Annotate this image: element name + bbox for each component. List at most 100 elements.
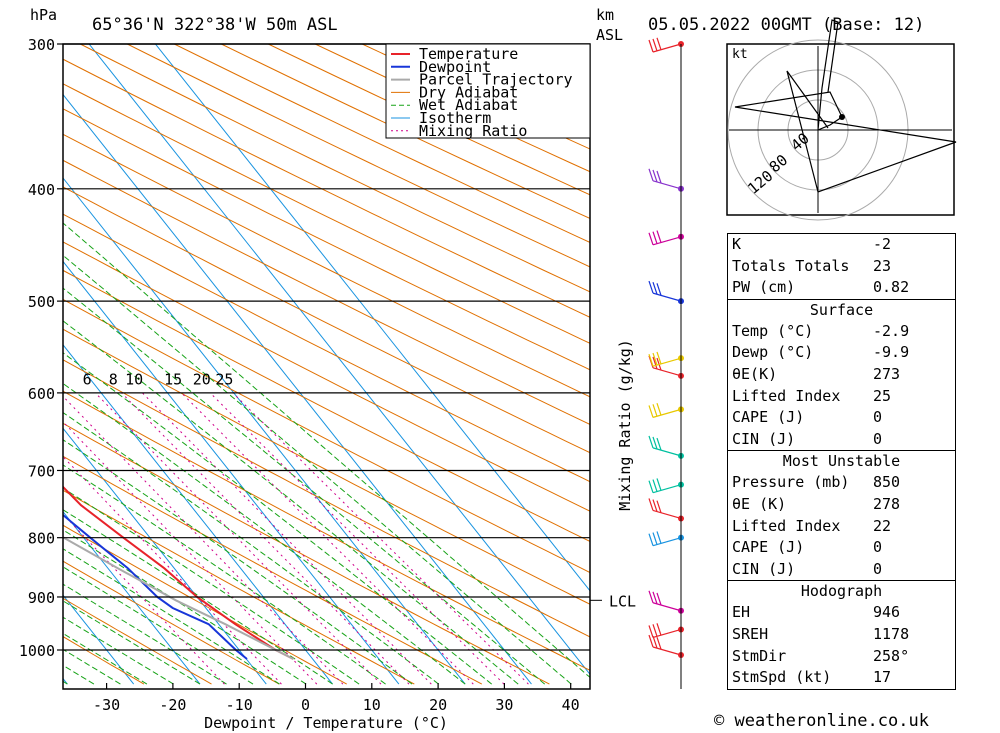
height-unit-asl: ASL bbox=[596, 26, 623, 44]
wind-barb-staff bbox=[652, 357, 682, 367]
wind-barb-flag bbox=[656, 230, 662, 243]
wind-barb-flag bbox=[648, 625, 654, 638]
pressure-tick-label: 300 bbox=[28, 36, 55, 54]
hodograph-trace bbox=[734, 70, 957, 193]
index-row: CAPE (J) 0 bbox=[728, 407, 955, 429]
index-value: 278 bbox=[873, 494, 901, 513]
index-label: StmDir bbox=[732, 646, 787, 665]
indices-panel: K -2 Totals Totals 23 PW (cm) 0.82 Surface Te… bbox=[727, 233, 956, 690]
index-label: Lifted Index bbox=[732, 386, 841, 405]
index-value: 25 bbox=[873, 386, 892, 405]
lcl-label: LCL bbox=[609, 592, 636, 610]
wind-barb-flag bbox=[648, 590, 654, 603]
wind-barb-staff bbox=[652, 367, 682, 377]
legend-label: Temperature bbox=[419, 45, 518, 63]
wind-barb-flag bbox=[656, 623, 662, 636]
wet-adiabat-line bbox=[63, 287, 546, 685]
dry-adiabat-line bbox=[79, 44, 590, 293]
right-axis: LCL bbox=[590, 44, 682, 689]
wet-adiabat-line bbox=[63, 548, 280, 685]
index-row: CIN (J) 0 bbox=[728, 429, 955, 451]
index-value: 258° bbox=[873, 646, 910, 665]
mixing-ratio-line bbox=[181, 392, 474, 685]
dry-adiabat-line bbox=[63, 597, 212, 685]
dry-adiabat-line bbox=[63, 108, 590, 371]
mixing-ratio-line bbox=[63, 420, 318, 685]
wind-barb-flag bbox=[656, 637, 662, 650]
wet-adiabat-line bbox=[63, 254, 572, 685]
wind-barb-flag bbox=[652, 38, 658, 52]
index-label: θE (K) bbox=[732, 494, 787, 513]
wet-adiabat-line bbox=[63, 680, 68, 685]
isotherm-line bbox=[63, 344, 333, 685]
mixing-ratio-label: 8 bbox=[109, 370, 118, 388]
isotherm-line bbox=[63, 427, 267, 685]
x-tick-label: 20 bbox=[429, 696, 447, 714]
index-value: -2.9 bbox=[873, 321, 910, 340]
mixing-ratio-label: 25 bbox=[215, 370, 233, 388]
index-row: θE (K) 278 bbox=[728, 494, 955, 516]
index-value: 0.82 bbox=[873, 278, 910, 297]
dry-adiabat-line bbox=[63, 390, 590, 671]
index-label: Totals Totals bbox=[732, 256, 850, 275]
dry-adiabat-line bbox=[126, 44, 590, 268]
dry-adiabat-line bbox=[63, 524, 347, 685]
pressure-tick-label: 800 bbox=[28, 530, 55, 548]
axes: 300 400 500 600 700 800 900 1000 -30 -20 -10 0 10 20 3… bbox=[19, 36, 634, 732]
dry-adiabat-line bbox=[63, 328, 590, 605]
index-row: EH 946 bbox=[728, 602, 955, 624]
index-label: θE(K) bbox=[732, 364, 778, 383]
mixing-ratio-axis-label: Mixing Ratio (g/kg) bbox=[616, 339, 634, 511]
mixing-ratio-label: 15 bbox=[164, 370, 182, 388]
wind-barb-flag bbox=[648, 634, 654, 648]
legend-label: Parcel Trajectory bbox=[419, 71, 573, 89]
mixing-ratio-line bbox=[232, 392, 529, 685]
wind-barb-flag bbox=[656, 437, 662, 451]
mixing-ratio-line bbox=[142, 392, 432, 685]
wind-barb-flag bbox=[656, 37, 662, 50]
wet-adiabat-line bbox=[63, 352, 493, 685]
wind-barb-flag bbox=[652, 169, 658, 183]
wind-barb-flag bbox=[652, 532, 658, 545]
dry-adiabat-line bbox=[63, 359, 590, 638]
series-line bbox=[63, 536, 294, 660]
hodograph-title: Hodograph bbox=[800, 582, 883, 601]
wind-barb-flag bbox=[648, 39, 654, 53]
wind-barb-flag bbox=[652, 479, 658, 492]
pressure-tick-label: 700 bbox=[28, 462, 55, 480]
wind-barb-flag bbox=[652, 352, 658, 366]
dry-adiabat-line bbox=[63, 186, 590, 454]
dry-adiabat-line bbox=[63, 455, 483, 685]
index-value: -9.9 bbox=[873, 343, 910, 362]
basic-indices: K -2 Totals Totals 23 PW (cm) 0.82 bbox=[728, 234, 955, 300]
index-value: 946 bbox=[873, 603, 901, 622]
dry-adiabat-line bbox=[63, 159, 590, 426]
index-row: Dewp (°C) -9.9 bbox=[728, 342, 955, 364]
wind-barb-staff bbox=[652, 484, 682, 494]
wind-barb-flag bbox=[652, 591, 658, 605]
index-row: StmDir 258° bbox=[728, 646, 955, 668]
dry-adiabat-line bbox=[63, 298, 590, 574]
wind-barb-staff bbox=[652, 292, 682, 302]
isotherm-line bbox=[88, 44, 590, 676]
index-value: 0 bbox=[873, 538, 883, 557]
isotherm-line bbox=[154, 44, 590, 592]
x-axis-label: Dewpoint / Temperature (°C) bbox=[204, 714, 448, 732]
dry-adiabat-line bbox=[63, 213, 590, 483]
dry-adiabat-line bbox=[63, 489, 415, 685]
wind-barb-flag bbox=[656, 283, 662, 296]
wet-adiabat-line bbox=[63, 439, 413, 685]
index-value: 0 bbox=[873, 408, 883, 427]
wet-adiabat-line bbox=[63, 487, 360, 685]
index-label: CAPE (J) bbox=[732, 408, 805, 427]
mixing-ratio-labels: 6 8 10 15 20 25 bbox=[83, 370, 234, 388]
wind-barb-flag bbox=[652, 282, 658, 295]
copyright-link[interactable]: © weatheronline.co.uk bbox=[714, 711, 929, 731]
index-label: Temp (°C) bbox=[732, 321, 814, 340]
pressure-tick-label: 600 bbox=[28, 385, 55, 403]
background-lines bbox=[63, 44, 590, 685]
isotherm-line bbox=[63, 93, 532, 685]
wind-barbs bbox=[648, 37, 684, 659]
